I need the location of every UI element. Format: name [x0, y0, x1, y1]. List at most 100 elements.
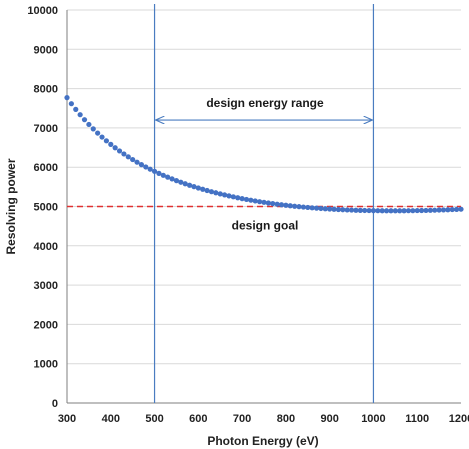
y-tick-label: 10000	[27, 5, 58, 17]
data-point	[125, 154, 131, 160]
data-point	[292, 203, 298, 209]
data-point	[165, 174, 171, 180]
data-point	[283, 202, 289, 208]
data-point	[103, 138, 109, 144]
y-axis-title: Resolving power	[4, 158, 18, 254]
data-point	[178, 179, 184, 185]
data-point	[296, 204, 302, 210]
data-point	[134, 159, 140, 165]
data-point	[379, 208, 385, 214]
y-tick-label: 6000	[34, 162, 58, 174]
data-point	[81, 117, 88, 123]
data-point	[436, 207, 442, 213]
data-point	[243, 196, 250, 203]
data-point	[213, 190, 219, 196]
data-point	[265, 200, 271, 206]
data-point	[327, 206, 333, 212]
data-point	[147, 166, 153, 172]
data-point	[130, 156, 136, 163]
x-tick-label: 500	[145, 413, 163, 425]
data-point	[458, 206, 464, 212]
data-point	[156, 170, 162, 176]
x-tick-label: 1000	[361, 413, 385, 425]
data-point	[353, 207, 359, 213]
y-tick-label: 8000	[34, 84, 58, 96]
data-point	[318, 205, 324, 212]
data-point	[143, 164, 149, 170]
x-tick-label: 1100	[405, 413, 429, 425]
data-point	[362, 207, 368, 214]
data-point	[64, 95, 70, 101]
data-point	[191, 184, 197, 190]
data-point	[261, 199, 267, 205]
y-tick-label: 4000	[34, 241, 58, 253]
data-point	[235, 195, 241, 201]
data-point	[182, 181, 188, 187]
data-point	[419, 207, 425, 214]
data-point	[305, 204, 311, 211]
data-point	[99, 134, 105, 140]
data-point	[222, 192, 228, 198]
data-point	[388, 208, 394, 214]
data-point	[208, 189, 215, 195]
data-point	[410, 208, 416, 214]
data-point	[309, 205, 315, 211]
data-point	[449, 206, 455, 213]
data-point	[375, 208, 381, 214]
y-tick-label: 2000	[34, 319, 58, 331]
data-point	[427, 207, 433, 213]
data-point	[344, 207, 350, 213]
data-point	[383, 208, 390, 214]
data-point	[160, 172, 166, 178]
x-tick-label: 700	[233, 413, 251, 425]
data-point	[366, 207, 372, 214]
data-point	[405, 208, 412, 214]
y-tick-label: 5000	[34, 202, 58, 214]
data-point	[401, 208, 407, 214]
data-point	[116, 148, 123, 154]
data-point	[248, 197, 254, 203]
data-point	[230, 194, 236, 200]
data-point	[186, 182, 193, 188]
data-point	[454, 206, 460, 213]
data-point	[322, 206, 328, 212]
data-point	[200, 186, 206, 192]
x-tick-label: 800	[277, 413, 295, 425]
data-point	[300, 204, 306, 210]
data-point	[287, 203, 293, 209]
data-point	[169, 176, 175, 182]
data-point	[112, 145, 118, 151]
y-tick-label: 7000	[34, 123, 58, 135]
x-tick-label: 400	[102, 413, 120, 425]
data-point	[86, 121, 92, 128]
x-tick-label: 900	[320, 413, 338, 425]
y-tick-label: 9000	[34, 44, 58, 56]
y-tick-label: 0	[52, 398, 58, 410]
data-point	[95, 130, 101, 136]
data-point	[335, 206, 342, 213]
x-tick-label: 300	[58, 413, 76, 425]
data-point	[108, 141, 114, 147]
data-point	[195, 185, 201, 191]
y-tick-label: 3000	[34, 280, 58, 292]
data-point	[414, 207, 420, 214]
data-point	[370, 208, 377, 214]
data-point	[204, 187, 210, 194]
data-point	[138, 162, 145, 168]
x-axis-title: Photon Energy (eV)	[207, 434, 318, 448]
data-point	[173, 178, 180, 184]
data-point	[392, 208, 398, 214]
data-point	[440, 207, 447, 213]
data-point	[73, 106, 79, 112]
data-point	[348, 207, 355, 213]
data-point	[121, 151, 127, 157]
data-point	[397, 208, 403, 214]
data-point	[257, 199, 263, 205]
data-point	[239, 196, 245, 202]
x-tick-label: 1200	[449, 413, 469, 425]
data-point	[77, 112, 83, 118]
data-point	[270, 200, 276, 207]
data-point	[340, 207, 346, 213]
data-point	[423, 207, 429, 214]
